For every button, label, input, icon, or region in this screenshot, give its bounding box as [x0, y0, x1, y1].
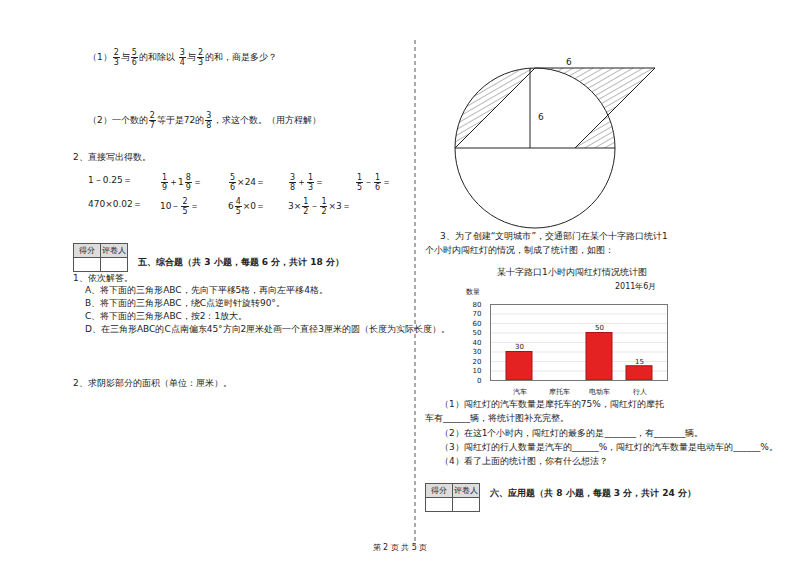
html-text:5: 5: [235, 207, 241, 216]
svg-text:50: 50: [595, 324, 604, 332]
html-text:6: 6: [566, 57, 572, 67]
html-text:评卷人: 评卷人: [454, 486, 478, 495]
svg-text:60: 60: [473, 320, 482, 328]
svg-text:数量: 数量: [466, 288, 480, 296]
html-text:6: 6: [538, 112, 544, 122]
html-text:470×0.02＝: 470×0.02＝: [88, 199, 142, 209]
html-text:（3）闯红灯的行人数量是汽车的______%，闯红灯的汽车数: （3）闯红灯的行人数量是汽车的______%，闯红灯的汽车数量是电动车的____…: [440, 442, 778, 452]
html-text:与2: 与2: [186, 48, 203, 62]
html-text:（1）闯红灯的汽车数量是摩托车的75%，闯红灯的摩托车有__: （1）闯红灯的汽车数量是摩托车的75%，闯红灯的摩托车有______辆，将统计图…: [425, 399, 664, 423]
html-text:B、将下面的三角形ABC，绕C点逆时针旋转90°。: B、将下面的三角形ABC，绕C点逆时针旋转90°。: [85, 298, 285, 308]
html-text:6: 6: [375, 183, 381, 192]
svg-text:电动车: 电动车: [589, 388, 610, 396]
html-text:8: 8: [290, 183, 296, 192]
svg-text:80: 80: [473, 301, 482, 309]
html-text:得分: 得分: [431, 486, 447, 495]
html-text:－1: －1: [364, 173, 381, 187]
html-text:（2）一个数的2: （2）一个数的2: [88, 111, 155, 125]
html-text:6: 6: [230, 183, 236, 192]
svg-text:摩托车: 摩托车: [549, 388, 570, 396]
html-text:A、将下面的三角形ABC，先向下平移5格，再向左平移4格。: A、将下面的三角形ABC，先向下平移5格，再向左平移4格。: [85, 285, 329, 295]
svg-text:15: 15: [635, 357, 644, 365]
svg-text:行人: 行人: [633, 388, 647, 396]
html-text:9: 9: [185, 183, 191, 192]
svg-text:30: 30: [473, 348, 482, 356]
svg-text:汽车: 汽车: [513, 388, 527, 396]
html-text:2: 2: [303, 207, 309, 216]
svg-text:20: 20: [473, 358, 482, 366]
html-text:×3＝: ×3＝: [328, 201, 351, 211]
html-text:等于是72的3: 等于是72的3: [156, 111, 212, 125]
html-text:评卷人: 评卷人: [102, 246, 126, 255]
html-text:2、直接写出得数。: 2、直接写出得数。: [73, 152, 151, 162]
svg-text:50: 50: [473, 329, 482, 337]
html-text:5: 5: [230, 173, 236, 182]
html-text:9: 9: [162, 183, 168, 192]
html-text:1、依次解答。: 1、依次解答。: [73, 273, 133, 283]
html-text:8: 8: [206, 121, 212, 130]
svg-text:30: 30: [515, 343, 524, 351]
html-text:8: 8: [185, 173, 191, 182]
html-text:5: 5: [357, 183, 363, 192]
html-text:10－2: 10－2: [160, 197, 188, 211]
html-text:3: 3: [113, 58, 119, 67]
html-text:（2）在这1个小时内，闯红灯的最多的是_______，有__: （2）在这1个小时内，闯红灯的最多的是_______，有_______辆。: [440, 428, 704, 438]
html-text:1－0.25＝: 1－0.25＝: [88, 175, 132, 185]
html-text:与5: 与5: [120, 48, 137, 62]
html-text:的和除以3: 的和除以3: [138, 48, 185, 62]
html-text:6: 6: [131, 58, 137, 67]
html-text:×24＝: ×24＝: [237, 177, 266, 187]
html-text:＋1: ＋1: [297, 173, 314, 187]
html-text:3: 3: [290, 173, 296, 182]
html-text:（1）2: （1）2: [88, 48, 119, 62]
html-text:D、在三角形ABC的C点南偏东45°方向2厘米处画一个直径3: D、在三角形ABC的C点南偏东45°方向2厘米处画一个直径3厘米的圆（长度为实际…: [85, 324, 451, 334]
html-text:4: 4: [179, 58, 185, 67]
html-text:2: 2: [321, 207, 327, 216]
html-text:7: 7: [149, 121, 155, 130]
html-text:六、应用题（共 8 小题，每题 3 分，共计 24 分）: 六、应用题（共 8 小题，每题 3 分，共计 24 分）: [490, 488, 696, 498]
html-text:2、求阴影部分的面积（单位：厘米）。: 2、求阴影部分的面积（单位：厘米）。: [73, 378, 232, 388]
html-text:五、综合题（共 3 小题，每题 6 分，共计 18 分）: 五、综合题（共 3 小题，每题 6 分，共计 18 分）: [138, 257, 344, 267]
html-text:第 2 页 共 5 页: 第 2 页 共 5 页: [372, 543, 428, 552]
html-text:3×1: 3×1: [288, 197, 309, 211]
html-text:3: 3: [308, 183, 314, 192]
svg-text:10: 10: [473, 367, 482, 375]
svg-text:0: 0: [477, 377, 481, 385]
html-text:得分: 得分: [79, 246, 95, 255]
html-text:，求这个数。（用方程解）: ，求这个数。（用方程解）: [213, 115, 322, 125]
html-text:×0＝: ×0＝: [242, 201, 266, 211]
html-text:某十字路口1小时内闯红灯情况统计图: 某十字路口1小时内闯红灯情况统计图: [497, 267, 647, 277]
html-text:－1: －1: [310, 197, 327, 211]
html-text:C、将下面的三角形ABC，按2：1放大。: C、将下面的三角形ABC，按2：1放大。: [85, 311, 248, 321]
html-text:的和，商是多少？: 的和，商是多少？: [205, 52, 277, 62]
html-text:5: 5: [182, 207, 188, 216]
html-text:＋1: ＋1: [169, 177, 184, 187]
html-text:2011年6月: 2011年6月: [615, 282, 657, 291]
html-text:6: 6: [228, 201, 234, 211]
html-text:4: 4: [235, 197, 241, 206]
html-text:3: 3: [197, 58, 203, 67]
html-text:1: 1: [162, 173, 168, 182]
html-text:3、为了创建“文明城市”，交通部门在某个十字路口统计1个小时: 3、为了创建“文明城市”，交通部门在某个十字路口统计1个小时内闯红灯的情况，制成…: [425, 231, 668, 255]
svg-text:70: 70: [473, 310, 482, 318]
html-text:1: 1: [357, 173, 363, 182]
svg-text:40: 40: [473, 339, 482, 347]
html-text:（4）看了上面的统计图，你有什么想法？: （4）看了上面的统计图，你有什么想法？: [440, 456, 608, 466]
